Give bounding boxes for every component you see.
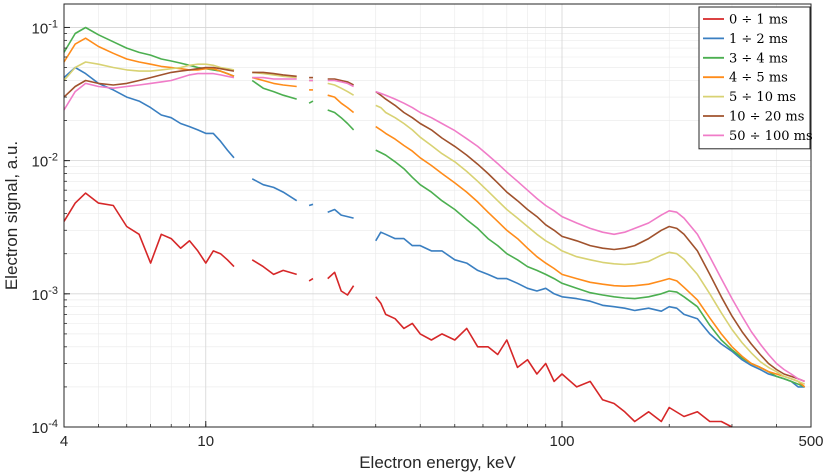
series-line-segment xyxy=(252,71,297,78)
series-3 xyxy=(63,37,806,388)
series-5 xyxy=(63,66,805,383)
legend-items: 0 ÷ 1 ms 1 ÷ 2 ms 3 ÷ 4 ms 4 ÷ 5 ms 5 ÷ 10 m… xyxy=(703,13,813,144)
plot-frame xyxy=(63,3,812,428)
series-line-segment xyxy=(375,104,806,385)
series-4 xyxy=(63,61,806,385)
legend-label: 3 ÷ 4 ms xyxy=(729,51,788,66)
series-line-segment xyxy=(63,192,235,268)
y-tick-label: 10-2 xyxy=(32,152,58,171)
x-axis-title: Electron energy, keV xyxy=(359,453,516,472)
series-line-segment xyxy=(327,208,354,219)
legend: 0 ÷ 1 ms 1 ÷ 2 ms 3 ÷ 4 ms 4 ÷ 5 ms 5 ÷ 10 m… xyxy=(698,6,813,150)
y-tick-labels: 10-4 10-3 10-2 10-1 xyxy=(32,18,58,437)
x-tick-label: 4 xyxy=(60,433,68,450)
series-line-segment xyxy=(375,125,806,388)
x-tick-labels: 4 10 100 500 xyxy=(60,433,824,450)
legend-label: 1 ÷ 2 ms xyxy=(729,32,788,47)
series-line-segment xyxy=(63,72,235,111)
series-line-segment xyxy=(327,78,354,86)
series-line-segment xyxy=(375,90,805,383)
series-line-segment xyxy=(251,76,297,88)
series-line-segment xyxy=(251,259,297,276)
series-line-segment xyxy=(327,109,355,131)
series-line-segment xyxy=(252,76,297,80)
series-1 xyxy=(63,66,805,388)
y-tick-label: 10-3 xyxy=(32,285,58,304)
y-tick-label: 10-4 xyxy=(32,418,58,437)
series-line-segment xyxy=(327,271,355,296)
legend-label: 0 ÷ 1 ms xyxy=(729,13,788,28)
series-6 xyxy=(63,72,805,383)
legend-label: 50 ÷ 100 ms xyxy=(729,129,813,144)
axis-ticks xyxy=(63,26,812,428)
series-line-segment xyxy=(375,90,805,383)
series-line-segment xyxy=(308,100,314,104)
series-line-segment xyxy=(375,231,805,388)
x-tick-label: 100 xyxy=(549,433,574,450)
series-line-segment xyxy=(63,66,235,159)
series-lines xyxy=(63,26,806,428)
series-line-segment xyxy=(375,296,733,428)
legend-label: 5 ÷ 10 ms xyxy=(729,90,796,105)
series-line-segment xyxy=(327,94,355,114)
x-tick-label: 10 xyxy=(197,433,214,450)
series-0 xyxy=(63,192,733,428)
y-tick-label: 10-1 xyxy=(32,18,58,37)
series-line-segment xyxy=(327,82,355,96)
legend-label: 10 ÷ 20 ms xyxy=(729,110,804,125)
series-line-segment xyxy=(63,61,235,82)
y-axis-title: Electron signal, a.u. xyxy=(2,141,21,290)
x-tick-label: 500 xyxy=(798,433,823,450)
series-line-segment xyxy=(327,79,354,88)
series-line-segment xyxy=(308,203,314,207)
series-line-segment xyxy=(308,277,314,282)
series-line-segment xyxy=(63,37,235,78)
legend-label: 4 ÷ 5 ms xyxy=(729,71,788,86)
series-line-segment xyxy=(63,66,235,98)
series-line-segment xyxy=(251,79,297,100)
series-line-segment xyxy=(251,178,298,202)
series-line-segment xyxy=(63,26,235,78)
